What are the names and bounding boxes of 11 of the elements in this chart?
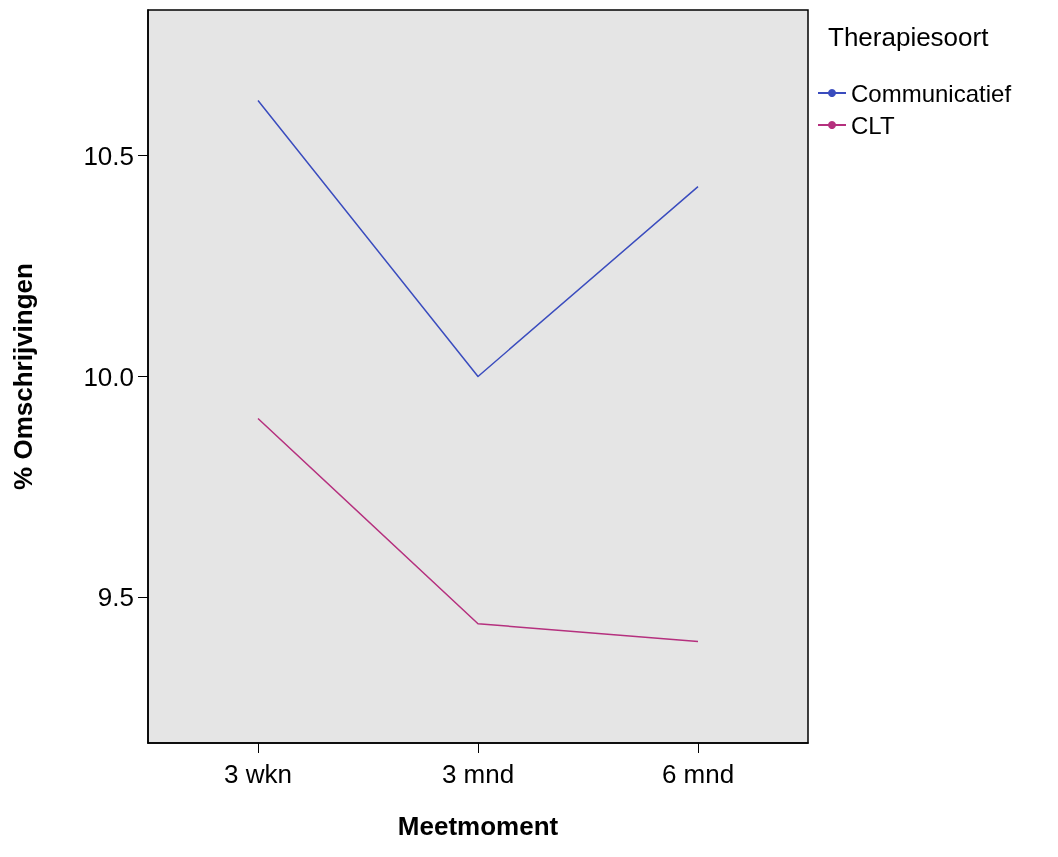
y-tick-label: 10.5 — [83, 140, 134, 171]
x-tick-label: 3 mnd — [441, 759, 515, 789]
y-tick-label: 10.0 — [83, 361, 134, 392]
x-tick-label: 6 mnd — [661, 759, 735, 789]
y-tick-label: 9.5 — [97, 582, 134, 613]
legend-title: Therapiesoort — [828, 22, 990, 52]
y-axis-title: % Omschrijvingen — [8, 263, 38, 490]
legend-label: Communicatief — [851, 79, 1012, 107]
x-tick-label: 3 wkn — [224, 759, 292, 789]
legend-label: CLT — [851, 111, 895, 139]
x-axis-title: Meetmoment — [397, 811, 559, 841]
